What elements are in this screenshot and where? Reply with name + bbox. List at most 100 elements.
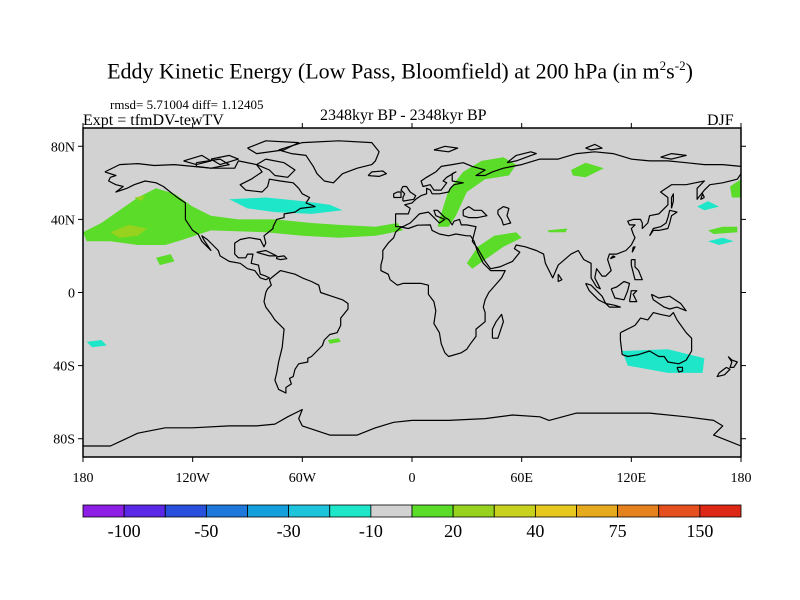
region-southeast-pacific-negative <box>86 340 107 348</box>
title-exponent-2: -2 <box>674 58 686 73</box>
colorbar-label: 20 <box>444 521 462 541</box>
y-tick-label: 40N <box>51 213 75 228</box>
coastline-south-america <box>263 270 349 394</box>
region-middle-east-band <box>466 232 522 269</box>
colorbar-box <box>164 504 207 518</box>
region-west-pacific-negative <box>708 237 734 245</box>
colorbar-box <box>205 504 248 518</box>
coastline-sri-lanka <box>557 273 563 283</box>
x-tick-label: 120E <box>617 471 647 486</box>
coastline-borneo <box>610 280 631 301</box>
colorbar-box <box>534 504 577 518</box>
coastline-iceland <box>367 170 387 177</box>
coastline-new-guinea <box>650 293 687 312</box>
x-tick-label: 60W <box>289 471 317 486</box>
coastline-antarctica <box>83 408 741 447</box>
stats-text: rmsd= 5.71004 diff= 1.12405 <box>110 97 264 112</box>
colorbar-box <box>123 504 166 518</box>
coastline-new-zealand-north <box>727 356 738 368</box>
coastline-eurasia <box>395 151 741 227</box>
coastline-uk <box>400 185 417 202</box>
title-exponent-1: 2 <box>659 58 667 73</box>
coastline-hainan <box>609 255 616 260</box>
coastline-arctic-islands-1 <box>210 154 239 166</box>
period-label: 2348kyr BP - 2348kyr BP <box>320 107 487 124</box>
coastline-ireland <box>393 191 402 199</box>
coastlines <box>83 140 741 447</box>
colorbar-box <box>699 504 742 518</box>
colorbar-box <box>576 504 619 518</box>
season-label: DJF <box>707 112 734 129</box>
colorbar-box <box>493 504 536 518</box>
y-tick-label: 0 <box>68 287 75 302</box>
colorbar-box <box>411 504 454 518</box>
colorbar-label: -100 <box>108 521 141 541</box>
colorbar-label: -50 <box>194 521 218 541</box>
coastline-east-asia <box>395 173 741 290</box>
title-main: Eddy Kinetic Energy (Low Pass, Bloomfiel… <box>107 58 660 84</box>
colorbar-box <box>658 504 701 518</box>
colorbar-label: 150 <box>686 521 713 541</box>
map-background <box>83 128 741 457</box>
region-west-pacific-strip <box>708 226 738 234</box>
region-north-pacific-core <box>110 224 147 238</box>
coastline-taiwan <box>631 246 636 253</box>
coastline-novaya-zemlya <box>506 151 537 164</box>
coastline-madagascar <box>491 313 504 339</box>
colorbar-box <box>288 504 331 518</box>
coastline-svalbard <box>433 145 459 153</box>
coastline-greenland <box>278 140 380 184</box>
colorbar-label: -30 <box>277 521 301 541</box>
colorbar-label: -10 <box>359 521 383 541</box>
x-tick-label: 60E <box>510 471 533 486</box>
chart-title: Eddy Kinetic Energy (Low Pass, Bloomfiel… <box>0 58 800 84</box>
coastline-victoria-island <box>195 158 230 169</box>
field-regions <box>83 157 741 373</box>
coastline-new-zealand-south <box>716 366 731 378</box>
coastline-australia <box>619 312 693 365</box>
coastline-new-siberian-isl <box>660 153 687 160</box>
coastline-java <box>605 302 622 308</box>
colorbar-label: 40 <box>526 521 544 541</box>
region-west-atlantic-negative <box>229 197 343 214</box>
title-close: ) <box>685 58 693 84</box>
coastline-black-sea <box>462 206 488 219</box>
coastline-hispaniola <box>276 255 288 261</box>
coastline-caspian <box>497 206 512 226</box>
coastline-sulawesi <box>628 290 638 303</box>
region-north-pacific-negative <box>697 201 720 211</box>
region-east-pacific-patch <box>156 254 175 266</box>
x-tick-label: 0 <box>409 471 416 486</box>
coastline-cuba <box>256 249 278 257</box>
y-tick-label: 80N <box>51 140 75 155</box>
colorbar-box <box>370 504 413 518</box>
coastline-tasmania <box>676 366 684 373</box>
experiment-label: Expt = tfmDV-tewTV <box>83 112 224 129</box>
colorbar: -100 -50 -30 -10 20 40 75 150 <box>82 504 742 541</box>
x-tick-label: 120W <box>176 471 211 486</box>
coastline-severnaya-zemlya <box>585 143 603 151</box>
colorbar-box <box>247 504 290 518</box>
coastline-north-america <box>104 160 316 281</box>
coastline-baffin <box>256 158 296 178</box>
y-tick-label: 40S <box>53 360 75 375</box>
coastline-africa <box>380 224 506 358</box>
region-north-pacific-jet <box>83 188 403 245</box>
colorbar-box <box>452 504 495 518</box>
region-south-australia-negative <box>622 349 705 373</box>
region-gulf-of-alaska-core <box>134 195 146 202</box>
coastline-kamchatka-isl <box>700 193 705 200</box>
y-tick-label: 80S <box>53 433 75 448</box>
axis-ticks: 180 120W 60W 0 60E 120E 180 80N 40N 0 40S 80S <box>51 123 752 486</box>
x-tick-label: 180 <box>73 471 94 486</box>
title-mid: s <box>666 58 675 84</box>
colorbar-box <box>617 504 660 518</box>
colorbar-box <box>82 504 125 518</box>
region-europe-arctic-band <box>437 157 517 227</box>
coastline-philippines <box>630 259 643 281</box>
colorbar-label: 75 <box>609 521 627 541</box>
coastline-sakhalin <box>670 193 675 209</box>
coastline-ellesmere <box>247 140 300 155</box>
region-siberia-patch <box>571 162 604 178</box>
colorbar-box <box>329 504 372 518</box>
